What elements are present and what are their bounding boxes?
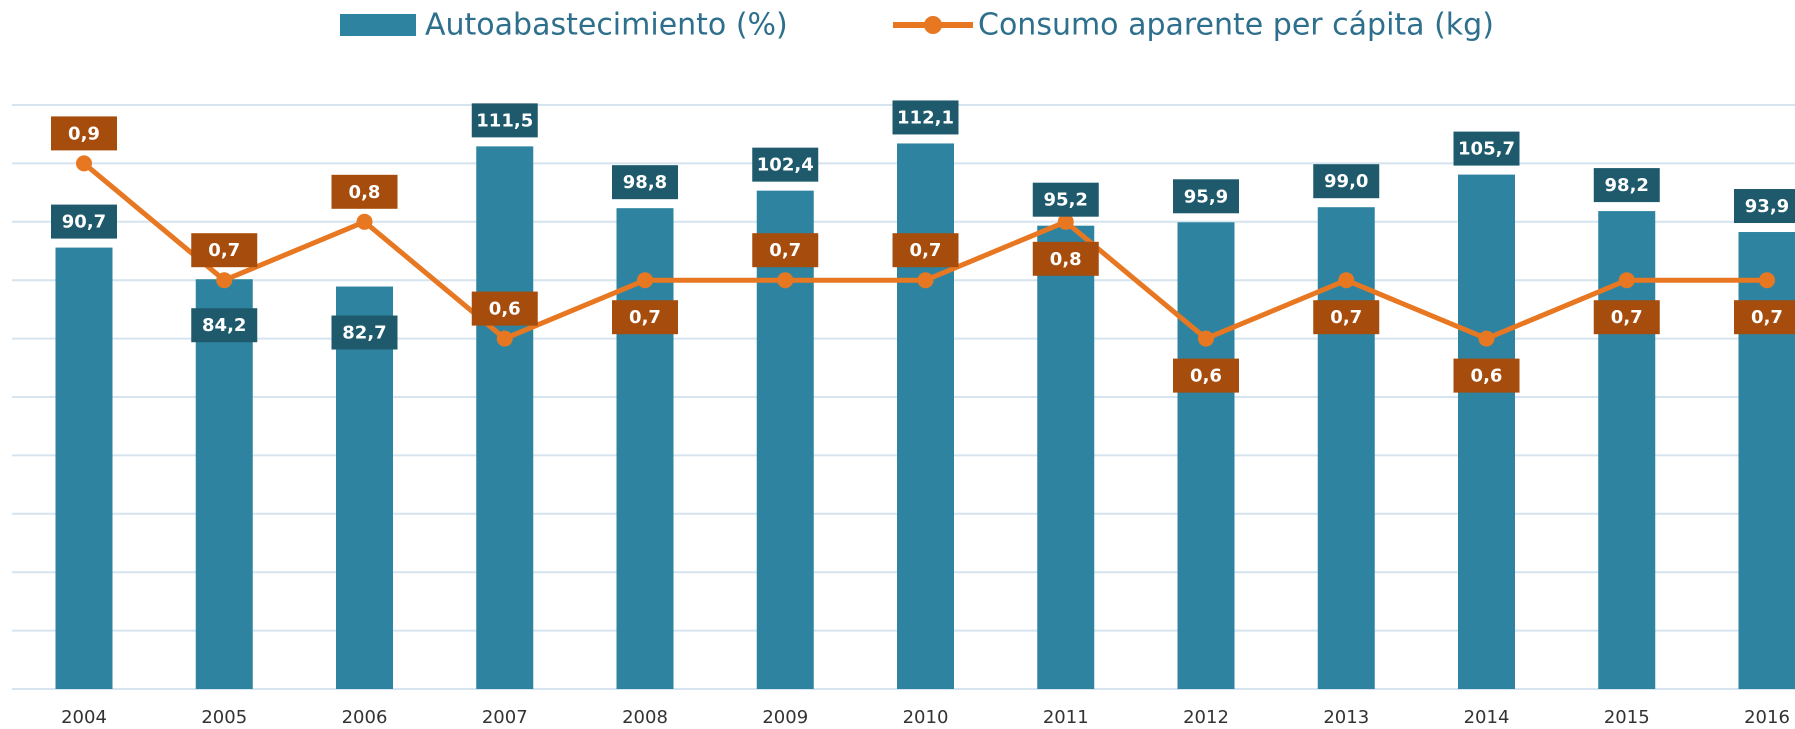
line-marker bbox=[76, 155, 92, 172]
data-label-box bbox=[471, 103, 538, 138]
data-label-box bbox=[612, 165, 678, 200]
x-tick-label: 2016 bbox=[1744, 707, 1790, 728]
data-label: 90,7 bbox=[62, 212, 106, 233]
x-tick-label: 2007 bbox=[482, 707, 528, 728]
x-tick-label: 2009 bbox=[762, 707, 808, 728]
x-tick-label: 2008 bbox=[622, 707, 668, 728]
line-marker bbox=[637, 272, 653, 289]
data-label: 0,7 bbox=[1751, 307, 1783, 328]
data-label-box bbox=[1593, 300, 1660, 335]
data-label-box bbox=[331, 315, 398, 350]
data-label: 99,0 bbox=[1324, 171, 1368, 192]
x-tick-label: 2015 bbox=[1604, 707, 1650, 728]
data-label: 0,7 bbox=[910, 240, 942, 261]
data-label: 0,8 bbox=[349, 182, 381, 203]
data-label: 95,9 bbox=[1184, 186, 1228, 207]
data-label-box bbox=[51, 204, 117, 239]
data-label-box bbox=[191, 308, 258, 343]
legend-swatch bbox=[340, 14, 416, 36]
x-tick-label: 2011 bbox=[1043, 707, 1089, 728]
data-label-box bbox=[892, 233, 959, 268]
line-marker bbox=[1057, 213, 1074, 230]
data-label: 0,9 bbox=[68, 123, 100, 144]
bar bbox=[897, 143, 954, 690]
data-label: 111,5 bbox=[476, 110, 533, 131]
data-label-box bbox=[892, 100, 959, 135]
data-label: 98,8 bbox=[623, 172, 667, 193]
legend-label: Autoabastecimiento (%) bbox=[425, 8, 788, 43]
data-label-box bbox=[1313, 300, 1380, 335]
data-label: 0,6 bbox=[489, 299, 521, 320]
line-marker bbox=[1478, 330, 1495, 347]
data-label-box bbox=[1173, 358, 1239, 393]
data-label: 95,2 bbox=[1044, 190, 1088, 211]
x-tick-label: 2013 bbox=[1323, 707, 1369, 728]
data-label-box bbox=[1734, 189, 1795, 224]
data-label: 82,7 bbox=[342, 323, 386, 344]
x-tick-label: 2006 bbox=[342, 707, 388, 728]
data-label: 0,6 bbox=[1471, 366, 1503, 387]
x-tick-label: 2012 bbox=[1183, 707, 1229, 728]
line-marker bbox=[496, 330, 513, 347]
data-label: 0,6 bbox=[1190, 366, 1222, 387]
data-label: 105,7 bbox=[1458, 139, 1515, 160]
data-label: 98,2 bbox=[1605, 175, 1649, 196]
line-marker bbox=[917, 272, 934, 289]
data-label-box bbox=[1032, 241, 1099, 276]
line-marker bbox=[1198, 330, 1214, 347]
data-label: 0,7 bbox=[1611, 307, 1643, 328]
data-label-box bbox=[1453, 131, 1520, 166]
bar bbox=[336, 286, 393, 689]
data-label-box bbox=[752, 147, 819, 182]
data-label-box bbox=[1593, 168, 1660, 203]
x-tick-label: 2005 bbox=[201, 707, 247, 728]
bar bbox=[1037, 225, 1095, 689]
data-label: 112,1 bbox=[897, 107, 954, 128]
bar bbox=[476, 146, 534, 689]
data-label-box bbox=[331, 174, 398, 209]
data-label-box bbox=[471, 291, 538, 326]
bar bbox=[1458, 174, 1515, 690]
data-label-box bbox=[191, 233, 258, 268]
data-label: 0,7 bbox=[208, 240, 240, 261]
line-marker bbox=[216, 272, 233, 289]
line-marker bbox=[777, 272, 794, 289]
data-label: 93,9 bbox=[1745, 196, 1789, 217]
data-label-box bbox=[1032, 182, 1099, 217]
data-label: 0,7 bbox=[769, 240, 801, 261]
data-label: 84,2 bbox=[202, 315, 246, 336]
line-marker bbox=[1759, 272, 1775, 289]
legend-label: Consumo aparente per cápita (kg) bbox=[978, 8, 1494, 43]
line-marker bbox=[1618, 272, 1635, 289]
x-tick-label: 2014 bbox=[1464, 707, 1510, 728]
data-label: 0,8 bbox=[1050, 249, 1082, 270]
data-label-box bbox=[1453, 358, 1520, 393]
data-label-box bbox=[1173, 179, 1239, 214]
line-marker bbox=[1338, 272, 1355, 289]
data-label-box bbox=[612, 300, 678, 335]
x-tick-label: 2010 bbox=[903, 707, 949, 728]
data-label-box bbox=[51, 116, 117, 151]
data-label-box bbox=[1313, 164, 1380, 199]
bar bbox=[1177, 222, 1235, 689]
data-label-box bbox=[1734, 300, 1795, 335]
legend-swatch bbox=[924, 16, 942, 34]
line-marker bbox=[356, 213, 373, 230]
data-label: 102,4 bbox=[757, 155, 814, 176]
data-label: 0,7 bbox=[1330, 307, 1362, 328]
bar bbox=[195, 279, 253, 689]
data-label-box bbox=[752, 233, 819, 268]
data-label: 0,7 bbox=[629, 307, 661, 328]
bar bbox=[55, 247, 113, 690]
x-tick-label: 2004 bbox=[61, 707, 107, 728]
